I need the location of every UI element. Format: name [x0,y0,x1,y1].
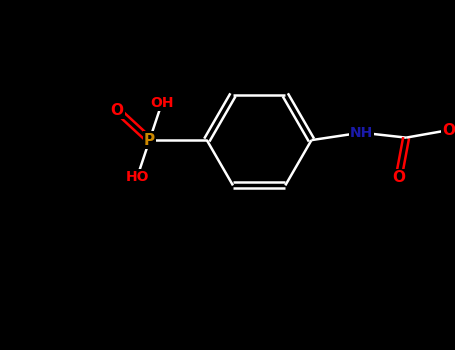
Text: HO: HO [125,170,149,184]
Text: NH: NH [350,126,373,140]
Text: P: P [144,133,155,148]
Text: O: O [111,103,124,118]
Text: OH: OH [150,96,174,110]
Text: O: O [392,170,405,185]
Text: O: O [442,122,455,138]
